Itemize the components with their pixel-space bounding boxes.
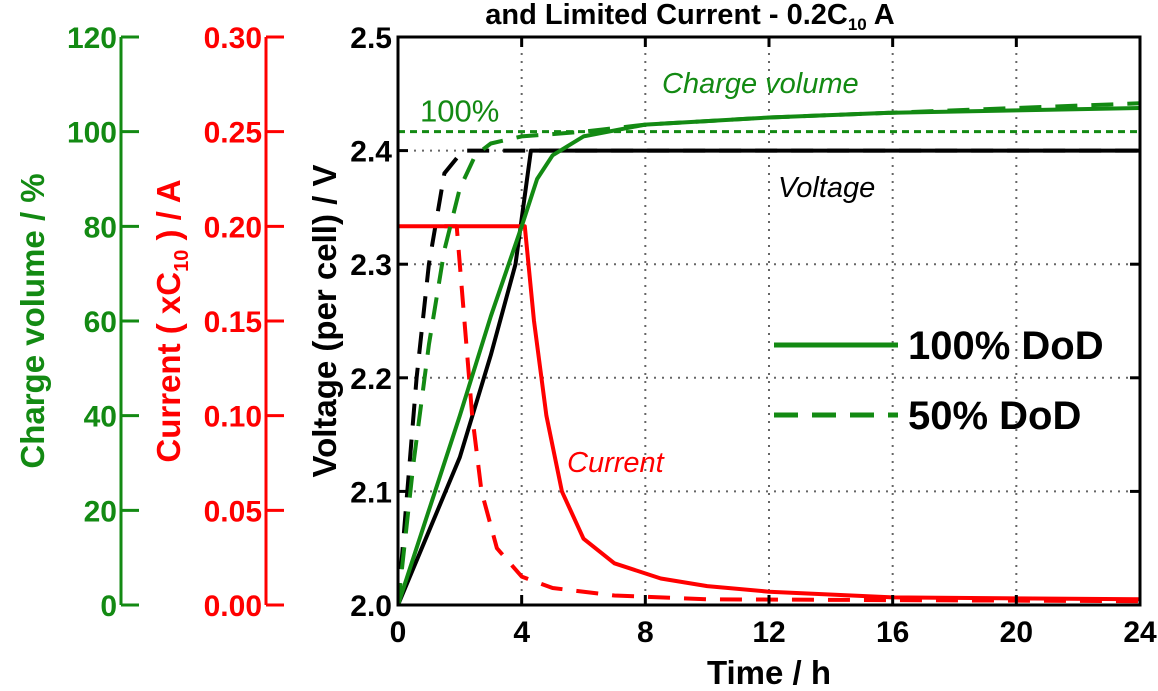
voltage-tick-label: 2.0 <box>350 590 392 623</box>
series-current-50-dod <box>444 224 1140 604</box>
current-axis-title: Current ( xC10 ) / A <box>150 179 193 462</box>
voltage-tick-label: 2.1 <box>350 476 392 509</box>
plot-frame-layer <box>396 35 1142 607</box>
charge-tick-label: 20 <box>84 495 117 528</box>
x-tick-label: 20 <box>1000 616 1033 649</box>
series-current-100-dod <box>398 224 1140 602</box>
charge-tick-label: 0 <box>100 590 117 623</box>
x-tick-label: 4 <box>513 616 530 649</box>
charge-axis-title: Charge volume / % <box>14 173 51 468</box>
annotation-charge: Charge volume <box>662 68 859 100</box>
legend-label-50-dod: 50% DoD <box>908 394 1081 438</box>
voltage-tick-label: 2.4 <box>350 136 392 169</box>
charge-tick-label: 40 <box>84 401 117 434</box>
x-tick-label: 24 <box>1123 616 1157 649</box>
voltage-axis-title: Voltage (per cell) / V <box>306 165 343 478</box>
charge-tick-label: 80 <box>84 211 117 244</box>
current-tick-label: 0.00 <box>204 590 262 623</box>
current-tick-label: 0.30 <box>204 22 262 55</box>
current-tick-label: 0.25 <box>204 117 262 150</box>
voltage-tick-label: 2.5 <box>350 22 392 55</box>
annotation-voltage: Voltage <box>778 172 875 204</box>
series-voltage-50-dod <box>398 148 1140 605</box>
current-tick-label: 0.05 <box>204 495 262 528</box>
current-tick-label: 0.15 <box>204 306 262 339</box>
current-tick-label: 0.10 <box>204 401 262 434</box>
x-tick-label: 8 <box>637 616 654 649</box>
charge-tick-label: 120 <box>67 22 117 55</box>
charge-tick-label: 60 <box>84 306 117 339</box>
reference-line-label: 100% <box>420 94 499 129</box>
annotation-current: Current <box>567 447 666 479</box>
series-voltage-100-dod <box>398 148 1140 605</box>
voltage-tick-label: 2.2 <box>350 363 392 396</box>
plot-frame <box>396 35 1142 607</box>
text-layer: and Limited Current - 0.2C10 A Charge vol… <box>485 0 1103 479</box>
reference-line-layer: 100% <box>398 94 1140 134</box>
chart-title: and Limited Current - 0.2C10 A <box>485 0 894 34</box>
grid <box>398 37 1140 605</box>
legend-label-100-dod: 100% DoD <box>908 324 1104 368</box>
x-tick-label: 12 <box>752 616 785 649</box>
x-tick-label: 16 <box>876 616 909 649</box>
current-tick-label: 0.20 <box>204 211 262 244</box>
voltage-tick-label: 2.3 <box>350 249 392 282</box>
axes-layer: 0 4 8 12 16 20 24 Time / h 2.0 2.1 2.2 2.3 2.4 2.5 Vol… <box>14 22 1157 691</box>
x-tick-label: 0 <box>390 616 407 649</box>
x-axis-title: Time / h <box>707 654 831 691</box>
charge-tick-label: 100 <box>67 117 117 150</box>
